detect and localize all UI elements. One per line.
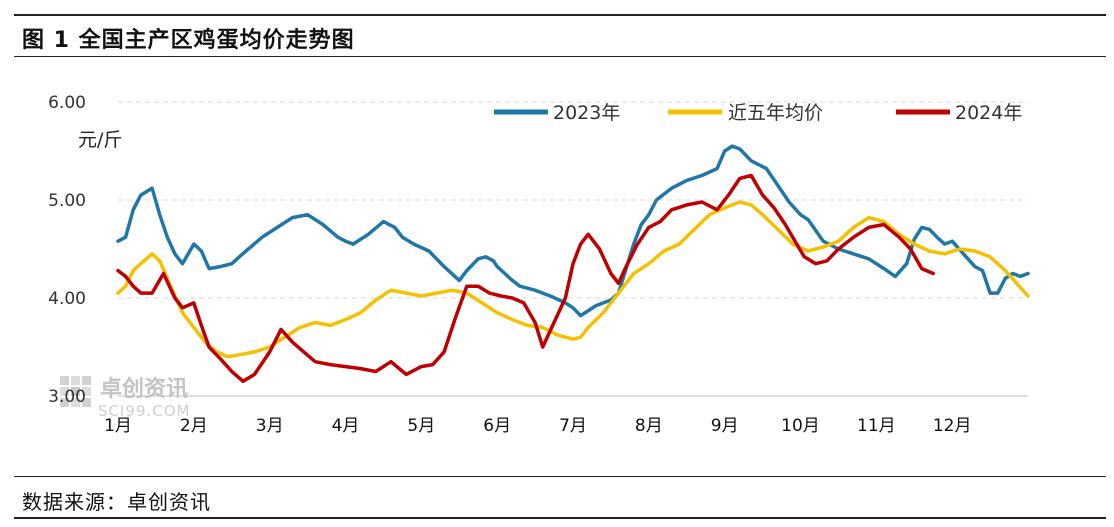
x-tick-label: 4月 <box>332 416 360 436</box>
watermark-name: 卓创资讯 <box>100 377 188 402</box>
y-axis: 3.00 4.00 5.00 6.00 <box>48 93 86 407</box>
legend-label-0: 2023年 <box>553 102 620 124</box>
x-tick-label: 12月 <box>933 416 972 436</box>
series-line-1 <box>116 200 1030 359</box>
x-tick-label: 2月 <box>180 416 208 436</box>
x-tick-label: 11月 <box>857 416 896 436</box>
data-source: 数据来源：卓创资讯 <box>22 490 211 514</box>
x-tick-label: 7月 <box>559 416 587 436</box>
footer-rule <box>14 517 1106 519</box>
x-tick-label: 8月 <box>635 416 663 436</box>
y-tick-label: 3.00 <box>48 387 86 407</box>
x-tick-label: 1月 <box>104 416 132 436</box>
x-axis: 1月 2月 3月 4月 5月 6月 7月 8月 9月 10月 11月 12月 <box>104 395 1028 436</box>
x-tick-label: 6月 <box>483 416 511 436</box>
x-tick-label: 9月 <box>711 416 739 436</box>
series-line-2 <box>116 173 935 384</box>
legend-label-2: 2024年 <box>955 102 1022 124</box>
gridlines <box>118 101 1028 299</box>
legend-label-1: 近五年均价 <box>728 102 823 124</box>
y-tick-label: 5.00 <box>48 191 86 211</box>
top-rule <box>14 14 1106 16</box>
title-rule <box>14 56 1106 57</box>
chart-title: 图 1 全国主产区鸡蛋均价走势图 <box>22 28 355 53</box>
series-lines <box>116 144 1030 384</box>
y-tick-label: 6.00 <box>48 93 86 113</box>
x-tick-label: 10月 <box>781 416 820 436</box>
y-tick-label: 4.00 <box>48 289 86 309</box>
y-axis-unit-label: 元/斤 <box>78 129 122 151</box>
watermark-site: SCI99.COM <box>98 402 191 420</box>
bottom-rule <box>14 476 1106 477</box>
x-tick-label: 3月 <box>256 416 284 436</box>
x-tick-label: 5月 <box>407 416 435 436</box>
legend: 2023年 近五年均价 2024年 <box>494 102 1022 124</box>
watermark: 卓创资讯 SCI99.COM <box>60 376 191 420</box>
watermark-logo <box>60 376 91 407</box>
